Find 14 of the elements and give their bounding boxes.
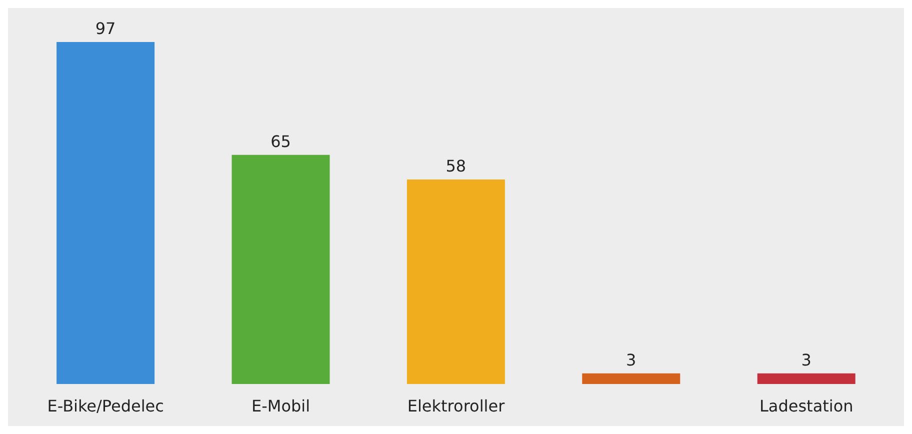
x-tick-label: Ladestation — [760, 396, 854, 416]
data-label: 97 — [95, 19, 116, 38]
x-tick-label: Elektroroller — [407, 396, 506, 416]
x-tick-label: E-Mobil — [252, 396, 310, 416]
bar — [232, 154, 330, 384]
data-label: 3 — [626, 350, 636, 370]
bar — [757, 373, 856, 384]
data-label: 3 — [801, 350, 812, 370]
bar — [406, 180, 505, 384]
data-label: 58 — [446, 156, 466, 176]
bar — [56, 42, 155, 384]
bar — [582, 373, 680, 384]
data-label: 65 — [270, 132, 291, 151]
x-tick-label: E-Bike/Pedelec — [47, 396, 164, 416]
